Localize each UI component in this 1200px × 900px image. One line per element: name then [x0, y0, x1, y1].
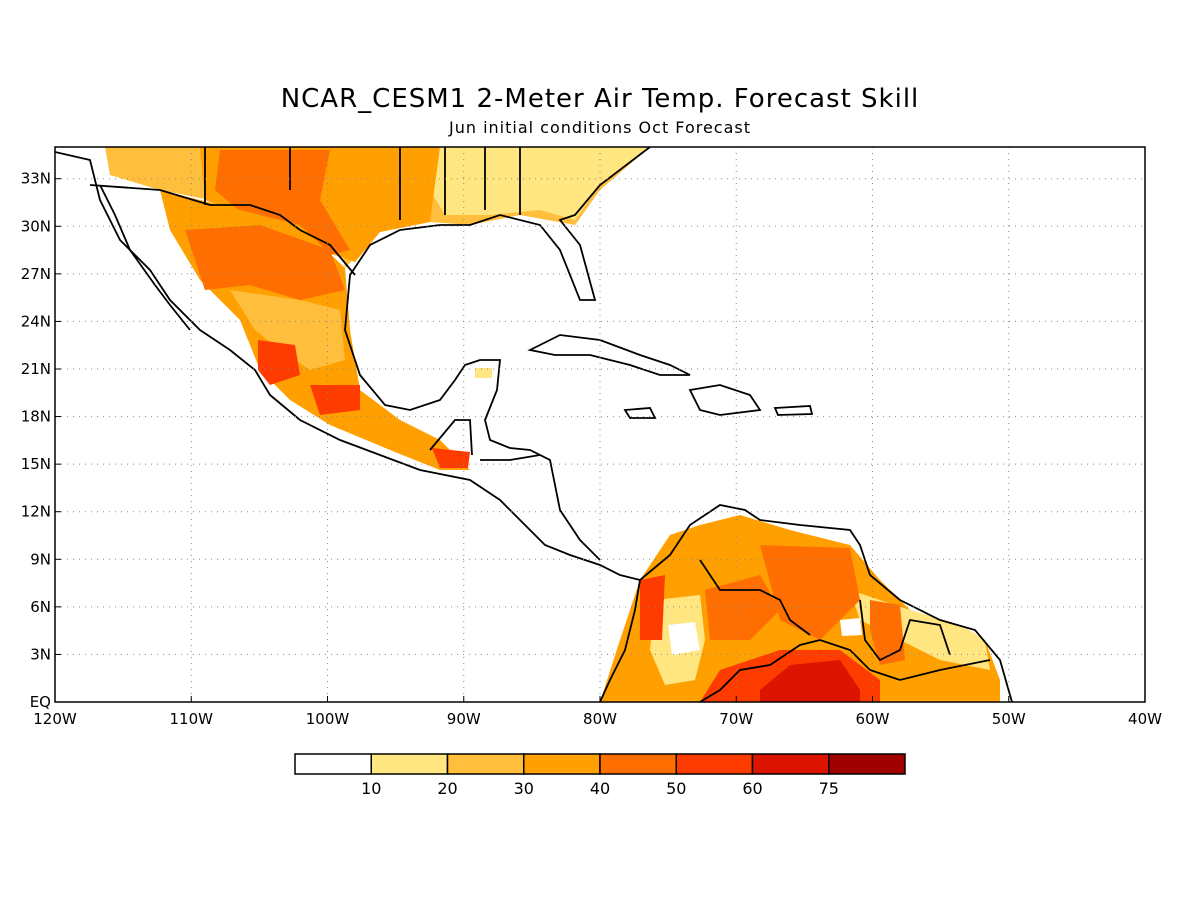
border-states [204, 147, 521, 220]
lon-tick-label: 80W [583, 710, 617, 728]
coast-puerto-rico [773, 405, 814, 416]
lon-tick-label: 90W [447, 710, 481, 728]
shade-sa-colombia-white [668, 622, 700, 655]
colorbar-swatch [675, 753, 754, 775]
lon-tick-label: 60W [856, 710, 890, 728]
colorbar-swatch [599, 753, 677, 775]
lon-tick-label: 40W [1128, 710, 1162, 728]
shade-sa-west-hot [640, 575, 665, 640]
shade-yucatan [475, 368, 492, 378]
coast-cuba [527, 334, 691, 376]
colorbar-swatch [294, 753, 372, 775]
lat-tick-label: 15N [21, 455, 51, 473]
longitude-labels: 120W 110W 100W 90W 80W 70W 60W 50W 40W [33, 696, 1162, 728]
colorbar: 10 20 30 40 50 60 75 [294, 753, 906, 798]
coast-baja [99, 184, 191, 331]
colorbar-swatch [523, 753, 601, 775]
colorbar-label: 40 [590, 779, 610, 798]
border-brazil [699, 639, 991, 702]
skill-shading [105, 147, 1000, 702]
border-venezuela [699, 559, 811, 636]
colorbar-swatch [446, 753, 525, 775]
map-grid [55, 147, 1145, 702]
shade-mexico-inner [230, 290, 345, 370]
coast-jamaica [623, 407, 657, 419]
shade-mexico-hot1 [258, 340, 300, 385]
border-central-america [429, 419, 541, 461]
lat-tick-label: 3N [30, 645, 51, 663]
lat-tick-label: 27N [21, 265, 51, 283]
shade-mexico-hot2 [310, 385, 360, 415]
colorbar-label: 20 [437, 779, 457, 798]
lat-tick-label: EQ [30, 693, 51, 711]
shade-sa-north [760, 545, 860, 640]
lon-tick-label: 50W [992, 710, 1026, 728]
lat-tick-label: 33N [21, 170, 51, 188]
lon-tick-label: 110W [170, 710, 214, 728]
lon-tick-label: 100W [306, 710, 350, 728]
lat-tick-label: 18N [21, 408, 51, 426]
colorbar-swatch [751, 753, 830, 775]
shade-mexico-north [185, 225, 345, 300]
shade-sa-white [840, 618, 862, 636]
lat-tick-label: 12N [21, 503, 51, 521]
latitude-labels: EQ 3N 6N 9N 12N 15N 18N 21N 24N 27N 30N 33N [21, 170, 61, 711]
coastlines [55, 147, 1013, 702]
colorbar-label: 50 [666, 779, 686, 798]
lat-tick-label: 24N [21, 312, 51, 330]
coast-south-america [599, 504, 1013, 702]
lon-tick-label: 120W [33, 710, 77, 728]
shade-texas-core [215, 150, 350, 260]
map-subtitle: Jun initial conditions Oct Forecast [448, 118, 752, 137]
colorbar-swatch [828, 753, 906, 775]
lat-tick-label: 6N [30, 598, 51, 616]
map-title: NCAR_CESM1 2-Meter Air Temp. Forecast Sk… [280, 84, 920, 114]
coast-north-america [55, 151, 641, 581]
colorbar-swatch [370, 753, 449, 775]
border-guyana [859, 599, 951, 662]
lat-tick-label: 21N [21, 360, 51, 378]
coast-gulf [344, 147, 651, 561]
colorbar-label: 10 [361, 779, 381, 798]
lat-tick-label: 9N [30, 550, 51, 568]
lat-tick-label: 30N [21, 217, 51, 235]
colorbar-label: 60 [742, 779, 762, 798]
coast-hispaniola [688, 384, 762, 416]
shade-amazon-core [760, 660, 860, 702]
shade-us-east [430, 147, 650, 220]
colorbar-label: 30 [514, 779, 534, 798]
shade-guyana [870, 600, 905, 665]
shade-guatemala [432, 448, 470, 468]
border-us-mexico [89, 184, 356, 276]
colorbar-label: 75 [819, 779, 839, 798]
lon-tick-label: 70W [719, 710, 753, 728]
